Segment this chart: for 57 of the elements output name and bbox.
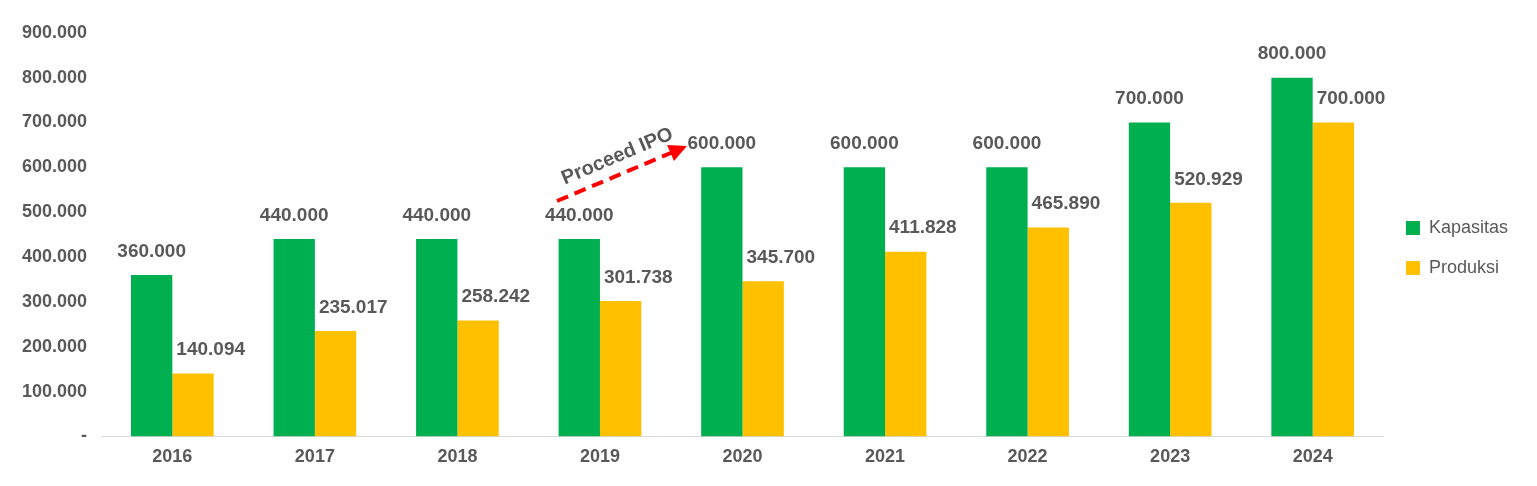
bar: [131, 274, 173, 437]
bar: [1128, 122, 1171, 437]
data-label: 520.929: [1174, 167, 1243, 189]
bar: [416, 239, 458, 437]
y-tick-label: 800.000: [21, 66, 88, 87]
bar: [1170, 202, 1212, 437]
bar: [1271, 77, 1313, 437]
x-tick-label: 2016: [152, 446, 193, 467]
y-tick-label: 700.000: [21, 111, 88, 132]
data-label: 440.000: [402, 203, 472, 225]
data-label: 258.242: [461, 285, 531, 307]
bar: [986, 167, 1028, 437]
bar: [1027, 227, 1069, 437]
data-label: 440.000: [544, 203, 614, 225]
x-tick-label: 2024: [1292, 446, 1333, 467]
legend-label: Kapasitas: [1428, 216, 1509, 237]
y-tick-label: 100.000: [21, 380, 88, 401]
bar: [558, 239, 600, 437]
y-tick-label: 200.000: [21, 335, 88, 356]
x-tick-label: 2021: [865, 446, 906, 467]
x-tick-label: 2022: [1007, 446, 1048, 467]
data-label: 465.890: [1031, 192, 1101, 214]
data-label: 440.000: [259, 203, 329, 225]
data-label: 700.000: [1115, 87, 1184, 109]
bar: [885, 251, 927, 437]
data-label: 140.094: [176, 338, 246, 360]
bar: [314, 331, 357, 437]
data-label: 600.000: [972, 132, 1042, 154]
x-tick-label: 2017: [294, 446, 335, 467]
data-label: 411.828: [889, 216, 957, 238]
bar: [701, 167, 743, 437]
y-tick-label: 300.000: [21, 290, 88, 311]
bar: [599, 301, 642, 437]
bar: [1312, 122, 1355, 437]
bar: [172, 373, 214, 437]
legend-label: Produksi: [1428, 256, 1499, 277]
x-tick-label: 2020: [722, 446, 763, 467]
x-tick-label: 2018: [437, 446, 478, 467]
bar: [843, 167, 886, 437]
data-label: 360.000: [117, 239, 187, 261]
data-label: 345.700: [746, 246, 816, 268]
data-label: 800.000: [1257, 42, 1327, 64]
x-tick-label: 2023: [1150, 446, 1191, 467]
x-tick-label: 2019: [579, 446, 620, 467]
data-label: 235.017: [318, 295, 388, 317]
bar: [273, 239, 315, 437]
y-tick-label: 600.000: [21, 156, 88, 177]
y-tick-label: 500.000: [21, 201, 88, 222]
data-label: 700.000: [1316, 87, 1386, 109]
y-tick-label: 900.000: [21, 21, 88, 42]
data-label: 600.000: [687, 132, 757, 154]
y-tick-label: 400.000: [21, 245, 88, 266]
bar: [457, 320, 499, 437]
bar: [742, 281, 784, 437]
data-label: 301.738: [603, 265, 673, 287]
y-tick-label: -: [81, 425, 88, 446]
data-label: 600.000: [830, 132, 899, 154]
